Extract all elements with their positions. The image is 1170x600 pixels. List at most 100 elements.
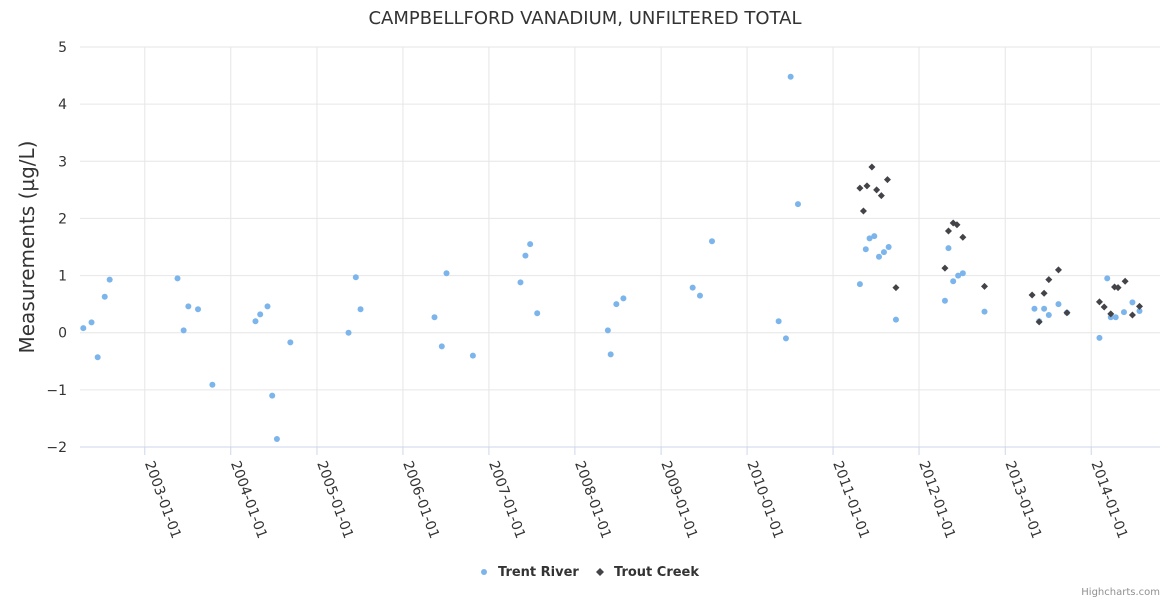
data-point-trout-creek[interactable]	[1028, 291, 1036, 299]
x-tick-label: 2013-01-01	[1001, 459, 1044, 541]
data-point-trent-river[interactable]	[185, 303, 192, 310]
data-point-trent-river[interactable]	[787, 73, 794, 80]
data-point-trent-river[interactable]	[941, 297, 948, 304]
data-point-trent-river[interactable]	[871, 233, 878, 240]
data-point-trent-river[interactable]	[959, 270, 966, 277]
data-point-trout-creek[interactable]	[953, 221, 961, 229]
data-point-trent-river[interactable]	[794, 201, 801, 208]
data-point-trout-creek[interactable]	[873, 186, 881, 194]
data-point-trout-creek[interactable]	[1107, 310, 1115, 318]
data-point-trent-river[interactable]	[180, 327, 187, 334]
y-tick-label: 0	[58, 326, 67, 342]
data-point-trent-river[interactable]	[209, 381, 216, 388]
data-point-trout-creek[interactable]	[877, 192, 885, 200]
data-point-trout-creek[interactable]	[863, 182, 871, 190]
data-point-trout-creek[interactable]	[856, 184, 864, 192]
data-point-trout-creek[interactable]	[1095, 298, 1103, 306]
data-point-trent-river[interactable]	[689, 284, 696, 291]
legend-label-trent-river: Trent River	[498, 565, 579, 580]
data-point-trout-creek[interactable]	[868, 163, 876, 171]
data-point-trent-river[interactable]	[438, 343, 445, 350]
data-point-trent-river[interactable]	[287, 339, 294, 346]
y-tick-label: 1	[58, 269, 67, 285]
data-point-trent-river[interactable]	[1120, 309, 1127, 316]
data-point-trent-river[interactable]	[174, 275, 181, 282]
data-point-trout-creek[interactable]	[1035, 318, 1043, 326]
data-point-trout-creek[interactable]	[1045, 276, 1053, 284]
data-point-trout-creek[interactable]	[892, 284, 900, 292]
data-point-trent-river[interactable]	[269, 392, 276, 399]
data-point-trent-river[interactable]	[1096, 334, 1103, 341]
legend: Trent River Trout Creek	[481, 565, 699, 580]
legend-item-trent-river[interactable]: Trent River	[481, 565, 579, 580]
data-point-trent-river[interactable]	[604, 327, 611, 334]
data-point-trent-river[interactable]	[620, 295, 627, 302]
data-point-trout-creek[interactable]	[1100, 303, 1108, 311]
data-point-trent-river[interactable]	[945, 245, 952, 252]
data-point-trout-creek[interactable]	[981, 282, 989, 290]
data-point-trout-creek[interactable]	[944, 227, 952, 235]
credits-link[interactable]: Highcharts.com	[1081, 587, 1160, 598]
data-point-trent-river[interactable]	[517, 279, 524, 286]
data-point-trout-creek[interactable]	[1114, 284, 1122, 292]
data-point-trent-river[interactable]	[1136, 308, 1143, 314]
data-point-trent-river[interactable]	[522, 252, 529, 259]
data-point-trout-creek[interactable]	[1063, 309, 1071, 317]
data-point-trent-river[interactable]	[264, 303, 271, 310]
data-point-trent-river[interactable]	[469, 352, 476, 359]
data-point-trout-creek[interactable]	[1128, 311, 1136, 319]
data-point-trent-river[interactable]	[856, 281, 863, 288]
data-point-trent-river[interactable]	[892, 316, 899, 323]
data-point-trent-river[interactable]	[527, 241, 534, 248]
data-point-trout-creek[interactable]	[1040, 289, 1048, 297]
data-point-trent-river[interactable]	[345, 329, 352, 336]
legend-item-trout-creek[interactable]: Trout Creek	[596, 565, 699, 580]
data-point-trent-river[interactable]	[885, 244, 892, 250]
data-point-trent-river[interactable]	[782, 335, 789, 342]
data-point-trent-river[interactable]	[1129, 299, 1136, 306]
data-point-trent-river[interactable]	[981, 308, 988, 315]
data-point-trent-river[interactable]	[357, 306, 364, 313]
data-point-trout-creek[interactable]	[959, 233, 967, 241]
data-point-trent-river[interactable]	[775, 318, 782, 325]
data-point-trent-river[interactable]	[880, 249, 887, 256]
data-point-trent-river[interactable]	[443, 270, 450, 277]
data-point-trent-river[interactable]	[613, 301, 620, 308]
data-point-trent-river[interactable]	[106, 276, 113, 283]
data-point-trent-river[interactable]	[80, 325, 87, 332]
data-point-trent-river[interactable]	[534, 310, 541, 317]
data-point-trent-river[interactable]	[696, 292, 703, 299]
data-point-trout-creek[interactable]	[1121, 277, 1129, 285]
data-point-trent-river[interactable]	[862, 246, 869, 253]
data-point-trent-river[interactable]	[1031, 305, 1038, 312]
data-point-trent-river[interactable]	[1041, 305, 1048, 312]
data-point-trent-river[interactable]	[1112, 314, 1119, 321]
data-point-trout-creek[interactable]	[1136, 302, 1144, 310]
data-point-trent-river[interactable]	[708, 238, 715, 245]
data-point-trent-river[interactable]	[1045, 312, 1052, 318]
data-point-trent-river[interactable]	[866, 235, 873, 242]
data-point-trent-river[interactable]	[195, 306, 202, 313]
data-point-trent-river[interactable]	[257, 311, 264, 318]
data-point-trent-river[interactable]	[607, 351, 614, 358]
data-point-trent-river[interactable]	[950, 278, 957, 285]
y-tick-label: −1	[46, 383, 67, 399]
data-point-trent-river[interactable]	[352, 274, 359, 281]
data-point-trent-river[interactable]	[101, 293, 108, 300]
data-point-trent-river[interactable]	[94, 354, 101, 361]
data-point-trout-creek[interactable]	[883, 176, 891, 184]
data-point-trent-river[interactable]	[273, 436, 280, 442]
data-point-trout-creek[interactable]	[941, 264, 949, 272]
series-trent-river	[80, 73, 1143, 442]
y-tick-label: 4	[58, 97, 67, 113]
data-point-trent-river[interactable]	[1104, 275, 1111, 282]
data-point-trent-river[interactable]	[88, 319, 95, 326]
data-point-trent-river[interactable]	[955, 272, 962, 279]
data-point-trent-river[interactable]	[252, 318, 259, 325]
data-point-trent-river[interactable]	[1055, 301, 1062, 308]
data-point-trent-river[interactable]	[431, 314, 438, 321]
grid-lines	[80, 46, 1160, 448]
data-point-trent-river[interactable]	[875, 253, 882, 260]
data-point-trout-creek[interactable]	[859, 207, 867, 215]
data-point-trout-creek[interactable]	[1054, 266, 1062, 274]
